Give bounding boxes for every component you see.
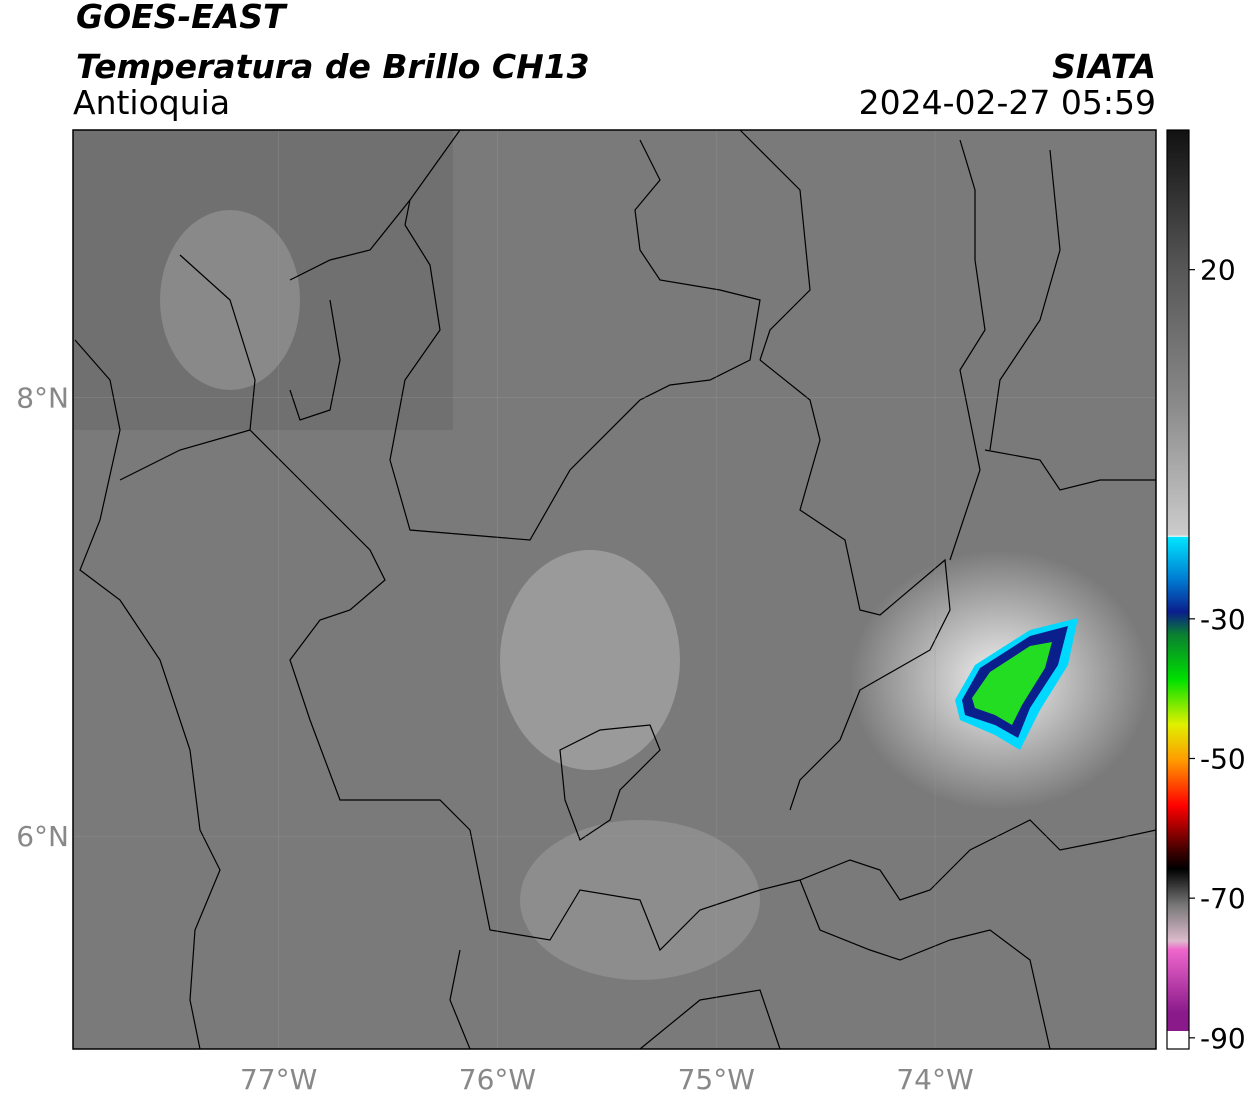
border <box>559 724 661 841</box>
colorbar-tick-label: -90 <box>1200 1022 1246 1055</box>
source: SIATA <box>1052 47 1156 86</box>
x-tick-label: 77°W <box>240 1063 317 1096</box>
border <box>639 989 781 1050</box>
border <box>179 254 1157 952</box>
borders <box>74 129 1157 1050</box>
border <box>799 879 1051 1050</box>
timestamp: 2024-02-27 05:59 <box>859 83 1156 122</box>
x-tick-label: 74°W <box>896 1063 973 1096</box>
title: GOES-EAST <box>76 0 288 36</box>
colorbar-tick-label: -50 <box>1200 742 1246 775</box>
coast <box>289 299 341 421</box>
colorbar-tick-label: -70 <box>1200 882 1246 915</box>
border <box>739 129 811 361</box>
cloud-cold <box>972 642 1052 725</box>
colorbar-tick-label: 20 <box>1200 254 1236 287</box>
x-tick-label: 76°W <box>459 1063 536 1096</box>
coast <box>119 429 251 481</box>
colorbar-tick-label: -30 <box>1200 603 1246 636</box>
coast <box>289 199 411 281</box>
border <box>989 149 1061 451</box>
border <box>389 139 761 541</box>
colorbar <box>1166 129 1190 1050</box>
y-tick-label: 6°N <box>16 820 69 853</box>
colorbar-frame <box>1166 129 1190 1050</box>
border <box>449 949 471 1050</box>
region: Antioquia <box>73 83 230 122</box>
border <box>759 359 951 811</box>
border <box>984 449 1156 491</box>
y-tick-label: 8°N <box>16 382 69 415</box>
colorbar-extension <box>1167 1031 1189 1049</box>
map <box>72 129 1157 1050</box>
map-texture <box>500 550 680 770</box>
colorbar-ramp <box>1167 130 1189 1031</box>
x-tick-label: 75°W <box>678 1063 755 1096</box>
subtitle: Temperatura de Brillo CH13 <box>76 47 590 86</box>
map-frame <box>72 129 1157 1050</box>
coast <box>74 339 221 1050</box>
border <box>949 139 986 561</box>
